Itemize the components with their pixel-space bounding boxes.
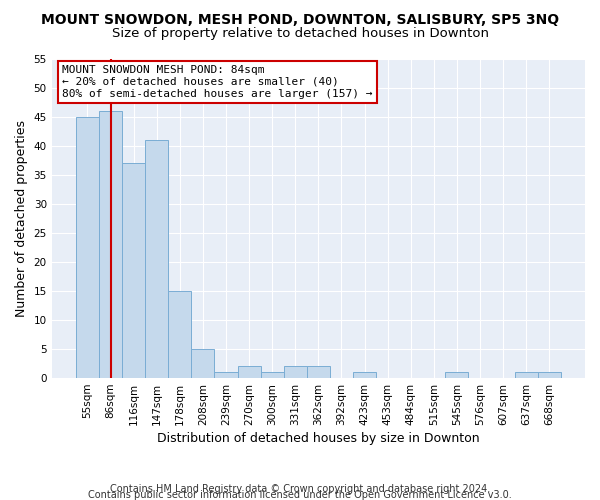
Bar	[122, 164, 145, 378]
Bar	[445, 372, 469, 378]
Y-axis label: Number of detached properties: Number of detached properties	[15, 120, 28, 317]
Bar	[99, 111, 122, 378]
Bar	[238, 366, 260, 378]
Text: Contains HM Land Registry data © Crown copyright and database right 2024.: Contains HM Land Registry data © Crown c…	[110, 484, 490, 494]
Bar	[168, 291, 191, 378]
Bar	[145, 140, 168, 378]
Bar	[214, 372, 238, 378]
Bar	[284, 366, 307, 378]
Text: MOUNT SNOWDON, MESH POND, DOWNTON, SALISBURY, SP5 3NQ: MOUNT SNOWDON, MESH POND, DOWNTON, SALIS…	[41, 12, 559, 26]
Bar	[260, 372, 284, 378]
Text: Size of property relative to detached houses in Downton: Size of property relative to detached ho…	[112, 28, 488, 40]
Bar	[353, 372, 376, 378]
X-axis label: Distribution of detached houses by size in Downton: Distribution of detached houses by size …	[157, 432, 479, 445]
Bar	[538, 372, 561, 378]
Text: Contains public sector information licensed under the Open Government Licence v3: Contains public sector information licen…	[88, 490, 512, 500]
Bar	[191, 349, 214, 378]
Text: MOUNT SNOWDON MESH POND: 84sqm
← 20% of detached houses are smaller (40)
80% of : MOUNT SNOWDON MESH POND: 84sqm ← 20% of …	[62, 66, 373, 98]
Bar	[307, 366, 330, 378]
Bar	[515, 372, 538, 378]
Bar	[76, 117, 99, 378]
